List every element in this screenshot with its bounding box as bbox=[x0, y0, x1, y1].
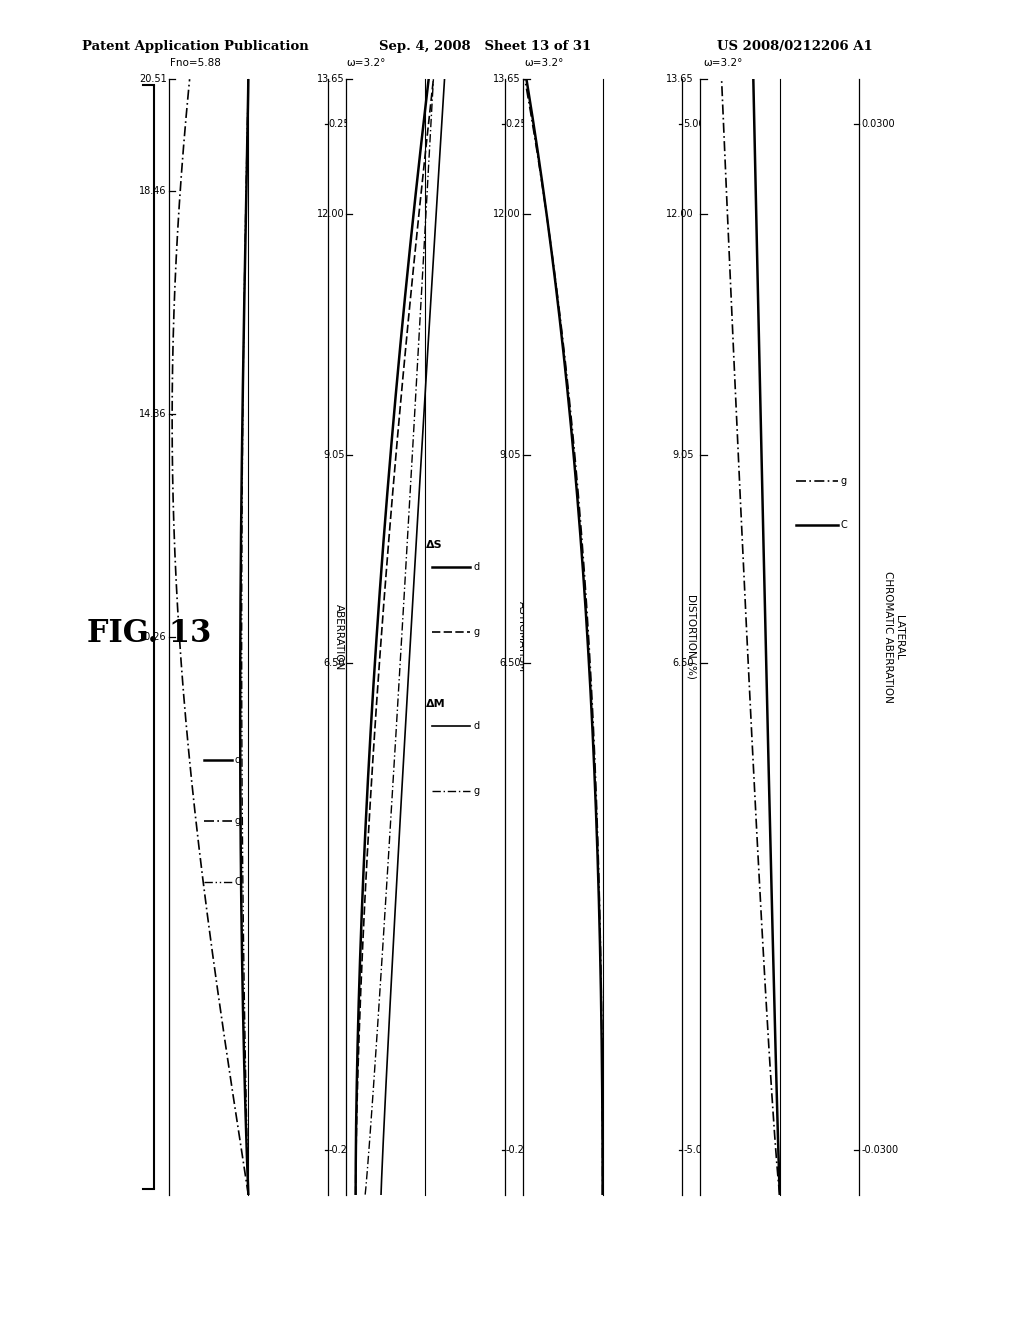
Text: 0.0300: 0.0300 bbox=[862, 119, 895, 129]
Text: 14.36: 14.36 bbox=[139, 409, 167, 418]
Text: 6.50: 6.50 bbox=[499, 659, 520, 668]
Text: DISTORTION (%): DISTORTION (%) bbox=[686, 594, 696, 680]
Text: LATERAL
CHROMATIC ABERRATION: LATERAL CHROMATIC ABERRATION bbox=[883, 572, 904, 702]
Text: 10.26: 10.26 bbox=[139, 632, 167, 642]
Text: -0.0300: -0.0300 bbox=[862, 1144, 899, 1155]
Text: ΔS: ΔS bbox=[426, 540, 442, 550]
Text: 12.00: 12.00 bbox=[317, 209, 345, 219]
Text: ΔM: ΔM bbox=[426, 700, 445, 709]
Text: ASTIGMATISM: ASTIGMATISM bbox=[517, 602, 527, 672]
Text: 12.00: 12.00 bbox=[667, 209, 694, 219]
Text: US 2008/0212206 A1: US 2008/0212206 A1 bbox=[717, 40, 872, 53]
Text: ω=3.2°: ω=3.2° bbox=[703, 58, 742, 69]
Text: Sep. 4, 2008   Sheet 13 of 31: Sep. 4, 2008 Sheet 13 of 31 bbox=[379, 40, 591, 53]
Text: 13.65: 13.65 bbox=[667, 74, 694, 84]
Text: 12.00: 12.00 bbox=[493, 209, 520, 219]
Text: g: g bbox=[473, 787, 479, 796]
Text: 18.46: 18.46 bbox=[139, 186, 167, 195]
Text: -5.0000: -5.0000 bbox=[683, 1144, 720, 1155]
Text: Patent Application Publication: Patent Application Publication bbox=[82, 40, 308, 53]
Text: g: g bbox=[841, 475, 847, 486]
Text: 5.0000: 5.0000 bbox=[683, 119, 717, 129]
Text: 13.65: 13.65 bbox=[493, 74, 520, 84]
Text: 6.50: 6.50 bbox=[673, 659, 694, 668]
Text: FIG. 13: FIG. 13 bbox=[87, 618, 211, 649]
Text: d: d bbox=[234, 755, 241, 764]
Text: 13.65: 13.65 bbox=[317, 74, 345, 84]
Text: ω=3.2°: ω=3.2° bbox=[347, 58, 386, 69]
Text: g: g bbox=[473, 627, 479, 636]
Text: Fno=5.88: Fno=5.88 bbox=[170, 58, 220, 69]
Text: d: d bbox=[473, 721, 479, 731]
Text: 9.05: 9.05 bbox=[499, 450, 520, 461]
Text: -0.2500: -0.2500 bbox=[329, 1144, 366, 1155]
Text: C: C bbox=[234, 878, 241, 887]
Text: 0.2500: 0.2500 bbox=[329, 119, 362, 129]
Text: d: d bbox=[473, 561, 479, 572]
Text: ω=3.2°: ω=3.2° bbox=[525, 58, 564, 69]
Text: SPHERICAL
ABERRATION: SPHERICAL ABERRATION bbox=[335, 603, 356, 671]
Text: 6.50: 6.50 bbox=[324, 659, 345, 668]
Text: 9.05: 9.05 bbox=[673, 450, 694, 461]
Text: 9.05: 9.05 bbox=[324, 450, 345, 461]
Text: 0.2500: 0.2500 bbox=[506, 119, 540, 129]
Text: 20.51: 20.51 bbox=[139, 74, 167, 84]
Text: g: g bbox=[234, 816, 241, 826]
Text: -0.2500: -0.2500 bbox=[506, 1144, 543, 1155]
Text: C: C bbox=[841, 520, 848, 531]
